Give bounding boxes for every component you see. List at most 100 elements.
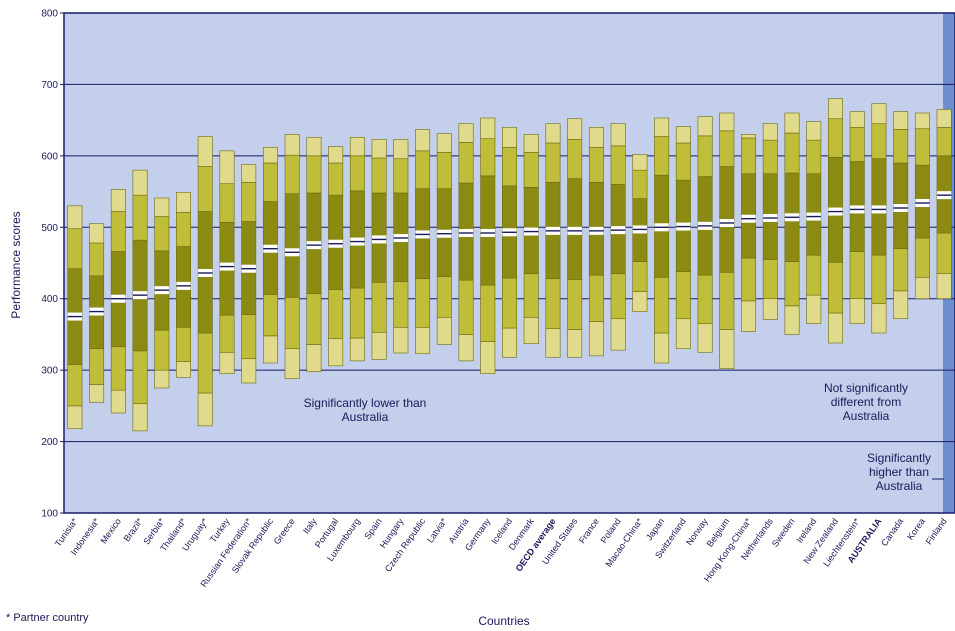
band-25th-75th <box>284 193 300 298</box>
y-tick-label: 600 <box>41 151 58 162</box>
band-75th-90th <box>893 129 909 164</box>
band-10th-25th <box>154 329 170 371</box>
band-75th-90th <box>349 155 365 192</box>
box-17 <box>436 133 452 345</box>
band-10th-25th <box>871 254 887 305</box>
band-90th-95th <box>610 123 626 147</box>
band-90th-95th <box>806 121 822 141</box>
region-label-similar: Not significantly <box>824 381 908 395</box>
band-75th-90th <box>89 242 105 277</box>
band-75th-90th <box>806 139 822 175</box>
band-75th-90th <box>502 146 517 187</box>
band-5th-10th <box>262 335 278 364</box>
band-10th-25th <box>328 289 344 340</box>
band-75th-90th <box>176 211 191 247</box>
band-90th-95th <box>306 136 322 157</box>
band-90th-95th <box>762 123 778 141</box>
band-5th-10th <box>654 332 670 364</box>
band-90th-95th <box>349 136 365 157</box>
country-label: Spain <box>362 516 383 541</box>
band-75th-90th <box>284 154 300 195</box>
band-90th-95th <box>784 112 800 134</box>
band-90th-95th <box>502 126 517 148</box>
band-90th-95th <box>328 146 344 164</box>
band-10th-25th <box>371 281 387 333</box>
band-10th-25th <box>784 261 800 307</box>
band-10th-25th <box>241 314 257 360</box>
box-38 <box>893 111 909 320</box>
frame-border <box>63 12 955 514</box>
region-label-similar: Australia <box>843 409 890 423</box>
band-10th-25th <box>306 293 322 345</box>
band-5th-10th <box>849 298 865 325</box>
country-labels: Tunisia*Indonesia*MexicoBrazil*Serbia*Th… <box>53 516 949 589</box>
band-75th-90th <box>523 151 539 188</box>
band-75th-90th <box>588 146 604 183</box>
band-75th-90th <box>219 183 235 223</box>
y-tick-label: 700 <box>41 80 58 91</box>
band-10th-25th <box>828 261 843 314</box>
box-15 <box>393 139 409 354</box>
band-5th-10th <box>241 358 257 384</box>
band-5th-10th <box>523 316 539 345</box>
box-20 <box>502 126 517 358</box>
y-tick-label: 300 <box>41 366 58 377</box>
box-23 <box>567 118 583 358</box>
box-33 <box>784 112 800 335</box>
band-90th-95th <box>154 197 170 217</box>
band-75th-90th <box>632 169 648 200</box>
box-7 <box>219 150 235 375</box>
region-label-higher: higher than <box>869 465 929 479</box>
country-label: Japan <box>644 516 666 542</box>
band-90th-95th <box>110 189 126 212</box>
band-5th-10th <box>306 344 322 372</box>
band-5th-10th <box>567 329 583 358</box>
band-90th-95th <box>675 126 691 144</box>
country-label: France <box>577 516 601 545</box>
band-75th-90th <box>567 139 583 180</box>
band-10th-25th <box>632 261 648 292</box>
band-10th-25th <box>741 257 757 302</box>
band-5th-10th <box>219 351 235 375</box>
band-90th-95th <box>67 205 83 230</box>
band-10th-25th <box>415 278 431 328</box>
y-tick-label: 800 <box>41 9 58 20</box>
box-24 <box>588 126 604 357</box>
band-75th-90th <box>762 139 778 175</box>
band-90th-95th <box>893 111 909 130</box>
band-75th-90th <box>371 157 387 194</box>
band-10th-25th <box>719 271 735 330</box>
band-75th-90th <box>936 126 952 157</box>
plot-frame <box>63 12 955 514</box>
band-5th-10th <box>371 331 387 360</box>
band-5th-10th <box>828 312 843 344</box>
box-4 <box>154 197 170 389</box>
box-35 <box>828 98 843 344</box>
box-13 <box>349 136 365 362</box>
band-10th-25th <box>110 346 126 391</box>
band-90th-95th <box>697 116 713 137</box>
band-10th-25th <box>806 254 822 296</box>
band-10th-25th <box>436 276 452 318</box>
country-label: Sweden <box>770 516 797 548</box>
band-10th-25th <box>610 273 626 320</box>
band-75th-90th <box>458 141 474 184</box>
box-40 <box>936 109 952 300</box>
box-3 <box>132 169 148 432</box>
band-90th-95th <box>545 123 561 144</box>
box-34 <box>806 121 822 325</box>
box-36 <box>849 111 865 325</box>
band-5th-10th <box>110 389 126 414</box>
band-90th-95th <box>480 117 496 140</box>
band-75th-90th <box>132 194 148 241</box>
band-10th-25th <box>893 248 909 292</box>
band-10th-25th <box>284 296 300 350</box>
band-90th-95th <box>262 146 278 164</box>
band-5th-10th <box>458 334 474 362</box>
band-5th-10th <box>893 290 909 320</box>
band-10th-25th <box>89 348 105 385</box>
band-5th-10th <box>197 392 213 427</box>
band-10th-25th <box>588 274 604 322</box>
band-5th-10th <box>415 326 431 355</box>
box-31 <box>741 134 757 332</box>
